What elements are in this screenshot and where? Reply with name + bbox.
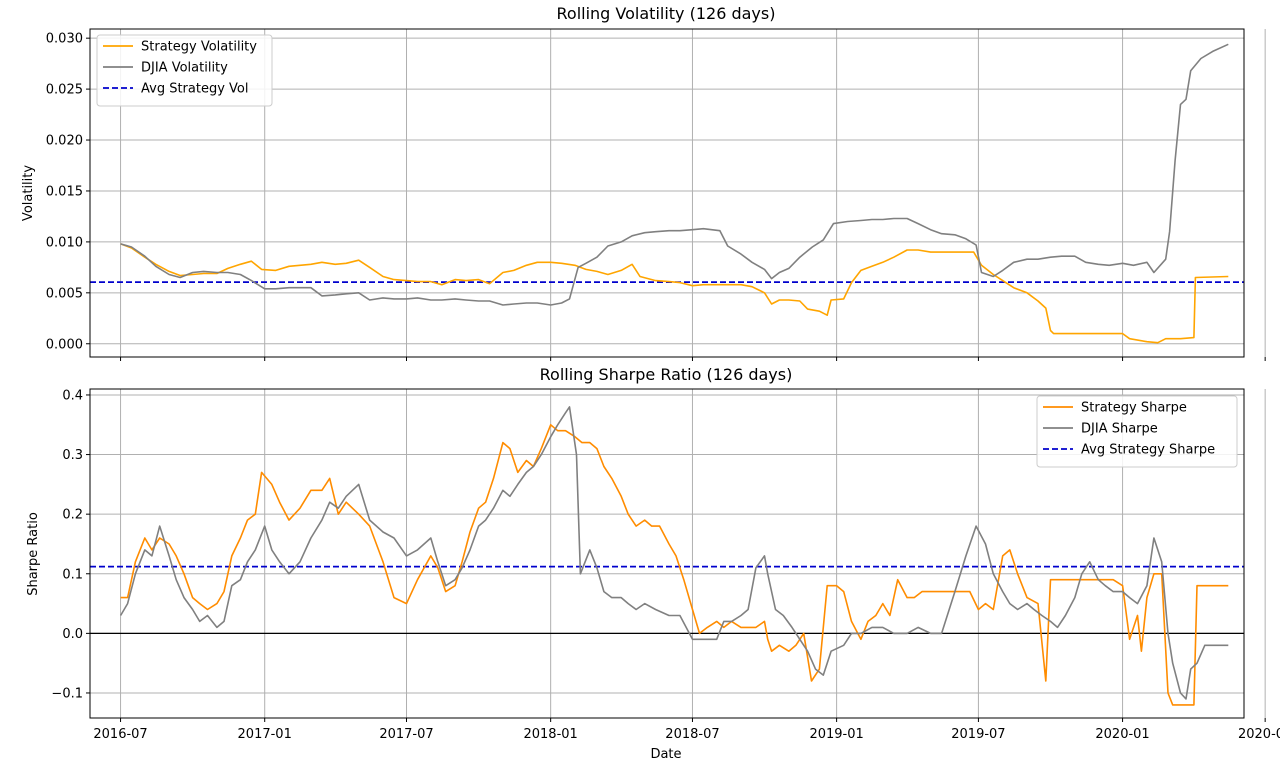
x-tick-label: 2017-07 — [379, 727, 433, 742]
y-tick-label: 0.010 — [46, 235, 83, 250]
volatility-y-axis-label: Volatility — [21, 165, 36, 221]
djia-volatility-line — [120, 43, 1229, 306]
sharpe-plot-frame — [89, 388, 1245, 719]
djia-sharpe-legend-label: DJIA Sharpe — [1081, 422, 1158, 437]
y-tick-label: 0.000 — [46, 337, 83, 352]
sharpe-x-ticks: 2016-07 2017-01 2017-07 2018-01 2018-07 2019-… — [93, 718, 1280, 742]
volatility-grid — [90, 29, 1266, 357]
volatility-series — [120, 43, 1229, 344]
volatility-legend: Strategy Volatility DJIA Volatility Avg St… — [96, 34, 273, 107]
y-tick-label: −0.1 — [51, 686, 83, 701]
volatility-chart-title: Rolling Volatility (126 days) — [557, 4, 776, 23]
sharpe-reference-lines — [90, 565, 1244, 634]
y-tick-label: 0.0 — [62, 627, 83, 642]
y-tick-label: 0.025 — [46, 83, 83, 98]
x-tick-label: 2017-01 — [238, 727, 292, 742]
sharpe-y-axis-label: Sharpe Ratio — [26, 512, 41, 596]
strategy-volatility-line — [120, 243, 1229, 344]
sharpe-series — [119, 406, 1229, 706]
sharpe-chart-title: Rolling Sharpe Ratio (126 days) — [540, 365, 793, 384]
y-tick-label: 0.005 — [46, 286, 83, 301]
y-tick-label: 0.2 — [62, 508, 83, 523]
djia-sharpe-line — [119, 406, 1229, 700]
x-tick-label: 2019-07 — [951, 727, 1005, 742]
x-tick-label: 2018-01 — [523, 727, 577, 742]
x-tick-label: 2018-07 — [665, 727, 719, 742]
avg-strategy-vol-legend-label: Avg Strategy Vol — [141, 82, 249, 97]
sharpe-x-axis-label: Date — [650, 747, 681, 762]
volatility-plot-frame — [89, 28, 1245, 358]
sharpe-legend: Strategy Sharpe DJIA Sharpe Avg Strategy S… — [1036, 395, 1238, 468]
y-tick-label: 0.015 — [46, 184, 83, 199]
sharpe-y-ticks: −0.1 0.0 0.1 0.2 0.3 0.4 — [51, 388, 90, 701]
y-tick-label: 0.1 — [62, 567, 83, 582]
y-tick-label: 0.020 — [46, 134, 83, 149]
avg-strategy-sharpe-legend-label: Avg Strategy Sharpe — [1081, 443, 1215, 458]
strategy-sharpe-line — [120, 423, 1229, 706]
legend-box — [96, 34, 273, 107]
strategy-sharpe-legend-label: Strategy Sharpe — [1081, 401, 1187, 416]
djia-volatility-legend-label: DJIA Volatility — [141, 61, 228, 76]
x-tick-label: 2020-07 — [1238, 727, 1280, 742]
x-tick-label: 2019-01 — [809, 727, 863, 742]
strategy-volatility-legend-label: Strategy Volatility — [141, 40, 257, 55]
y-tick-label: 0.3 — [62, 448, 83, 463]
legend-box — [1036, 395, 1238, 468]
x-tick-label: 2020-01 — [1095, 727, 1149, 742]
x-tick-label: 2016-07 — [93, 727, 147, 742]
volatility-panel: Rolling Volatility (126 days) Volatility… — [21, 4, 1266, 361]
y-tick-label: 0.030 — [46, 32, 83, 47]
y-tick-label: 0.4 — [62, 388, 83, 403]
volatility-y-ticks: 0.000 0.005 0.010 0.015 0.020 0.025 0.030 — [46, 32, 90, 352]
sharpe-panel: Rolling Sharpe Ratio (126 days) Sharpe R… — [26, 365, 1280, 762]
volatility-x-ticks — [120, 357, 1266, 361]
